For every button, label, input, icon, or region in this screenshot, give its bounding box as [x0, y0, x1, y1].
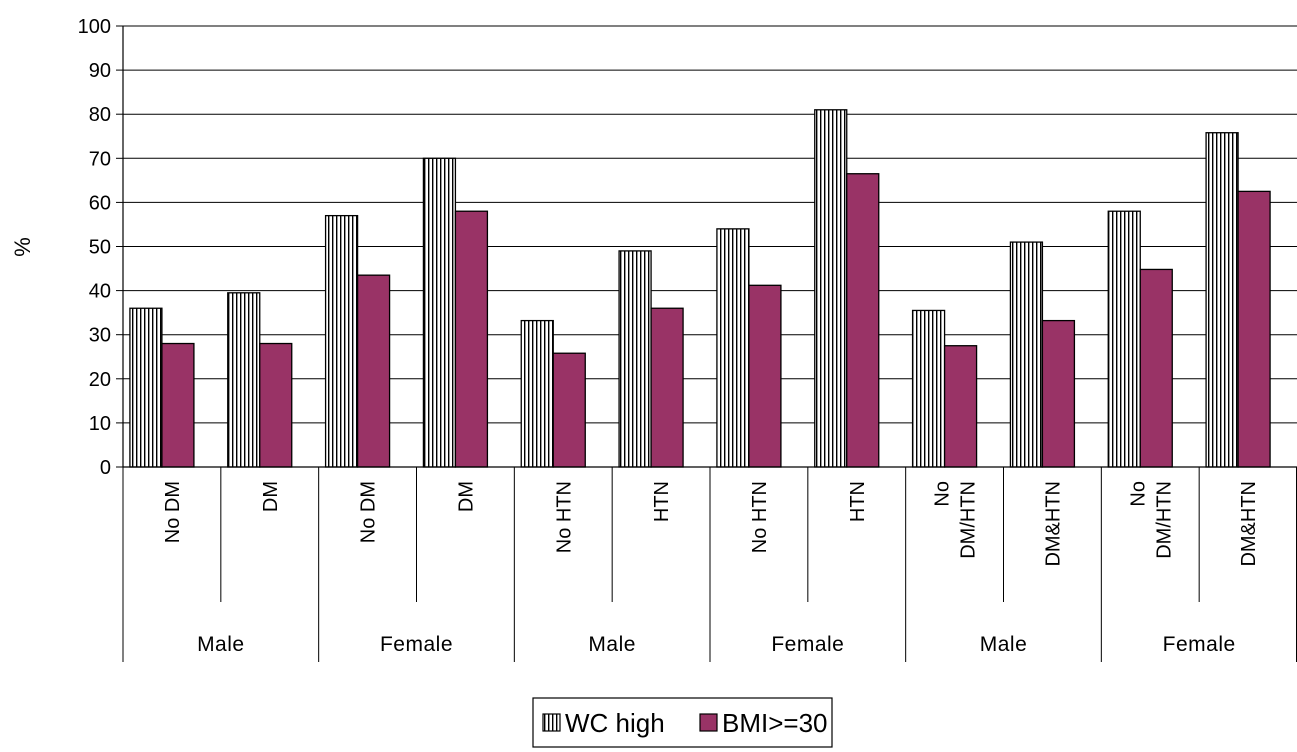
- category-label: DM&HTN: [1042, 481, 1064, 567]
- bars: [129, 109, 1271, 468]
- y-tick-label: 80: [89, 104, 111, 126]
- category-label: HTN: [847, 481, 869, 522]
- category-label: No DM/HTN: [1127, 481, 1175, 559]
- y-tick-label: 30: [89, 325, 111, 347]
- category-label: DM: [260, 481, 282, 512]
- y-tick-label: 50: [89, 237, 111, 259]
- bar-wc-high: [422, 157, 457, 468]
- bar-bmi-30: [650, 307, 684, 468]
- legend-label: BMI>=30: [722, 708, 828, 738]
- bar-bmi-30: [943, 345, 978, 468]
- bar-wc-high: [129, 307, 163, 468]
- gridlines: [123, 25, 1297, 424]
- legend: WC high BMI>=30: [532, 697, 833, 748]
- group-label: Male: [197, 633, 245, 656]
- bar-bmi-30: [552, 352, 586, 468]
- category-label: No DM/HTN: [932, 481, 980, 559]
- y-tick-label: 100: [78, 16, 111, 38]
- axes: [116, 25, 1297, 662]
- category-label: HTN: [651, 481, 673, 522]
- group-label: Male: [588, 633, 636, 656]
- group-label: Female: [380, 633, 453, 656]
- y-tick-label: 0: [100, 457, 111, 479]
- legend-box: [532, 697, 833, 748]
- bar-wc-high: [520, 319, 554, 468]
- group-label: Male: [980, 633, 1028, 656]
- bar-bmi-30: [1139, 268, 1173, 468]
- bar-bmi-30: [748, 284, 782, 468]
- y-tick-label: 90: [89, 60, 111, 82]
- group-labels: Male Female Male Female Male Female: [197, 633, 1236, 656]
- group-label: Female: [771, 633, 844, 656]
- category-label: No HTN: [749, 481, 771, 553]
- category-label: DM&HTN: [1238, 481, 1260, 567]
- bar-wc-high: [324, 214, 359, 468]
- bar-bmi-30: [161, 342, 195, 468]
- y-tick-label: 20: [89, 369, 111, 391]
- bar-wc-high: [716, 228, 750, 468]
- bar-bmi-30: [1041, 319, 1076, 468]
- bar-wc-high: [1107, 210, 1141, 468]
- bar-bmi-30: [1237, 190, 1271, 468]
- legend-swatch: [699, 713, 718, 732]
- y-tick-labels: 0 10 20 30 40 50 60 70 80 90 100: [78, 16, 111, 479]
- bar-wc-high: [911, 309, 946, 468]
- bar-bmi-30: [356, 274, 391, 468]
- category-label: No HTN: [553, 481, 575, 553]
- y-tick-label: 40: [89, 281, 111, 303]
- bar-wc-high: [1205, 132, 1239, 468]
- bar-wc-high: [1009, 241, 1044, 468]
- category-label: DM: [455, 481, 477, 512]
- bar-bmi-30: [259, 342, 293, 468]
- bar-wc-high: [227, 292, 261, 468]
- bar-bmi-30: [454, 210, 489, 468]
- y-axis-label: %: [10, 237, 35, 257]
- legend-label: WC high: [565, 708, 665, 738]
- y-tick-label: 70: [89, 148, 111, 170]
- bar-wc-high: [618, 250, 652, 468]
- y-tick-label: 10: [89, 413, 111, 435]
- bar-bmi-30: [846, 173, 880, 468]
- group-label: Female: [1163, 633, 1236, 656]
- category-label: No DM: [162, 481, 184, 543]
- bar-wc-high: [814, 109, 848, 468]
- category-labels: No DM DM No DM DM No HTN HTN No HTN HTN No DM/HTN…: [162, 481, 1260, 567]
- y-tick-label: 60: [89, 192, 111, 214]
- category-label: No DM: [358, 481, 380, 543]
- legend-swatch: [542, 713, 561, 732]
